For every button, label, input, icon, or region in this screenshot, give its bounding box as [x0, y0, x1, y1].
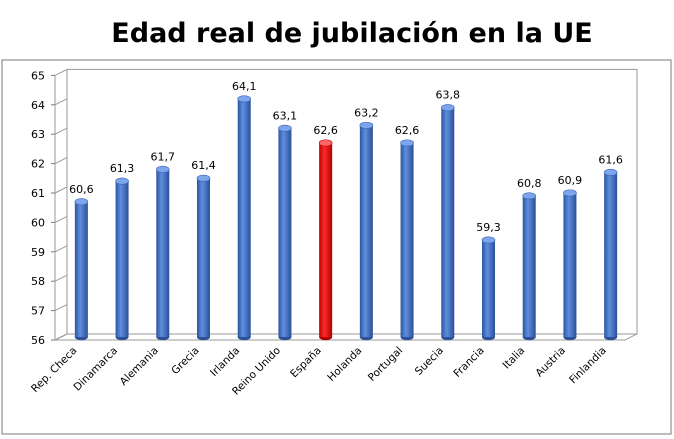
y-depth-line [54, 186, 68, 194]
bar-body [563, 192, 577, 337]
bar [278, 124, 292, 341]
y-depth-line [54, 98, 68, 106]
x-tick-label: Alemania [118, 345, 161, 388]
data-label: 64,1 [232, 80, 257, 93]
bars [74, 95, 618, 341]
bar-body [74, 201, 88, 337]
x-tick-label: Grecia [169, 345, 201, 377]
bar-top [400, 139, 414, 147]
x-tick-label: España [288, 345, 324, 381]
data-label: 63,1 [273, 109, 298, 122]
y-tick-label: 62 [31, 158, 45, 171]
y-tick-label: 56 [31, 334, 45, 347]
bar [237, 95, 252, 341]
data-label: 63,8 [436, 89, 461, 102]
y-tick-label: 58 [31, 275, 45, 288]
bar [563, 189, 577, 341]
bar [481, 236, 496, 341]
bar-body [441, 107, 455, 338]
bar-body [604, 172, 618, 337]
floor [54, 333, 638, 341]
bar-body [115, 181, 129, 337]
x-tick-label: Portugal [366, 345, 405, 384]
bar [359, 121, 374, 341]
x-tick-label: Dinamarca [71, 345, 120, 394]
bar-top [74, 198, 89, 206]
y-tick-label: 63 [31, 128, 45, 141]
y-depth-line [54, 68, 68, 76]
back-wall [66, 68, 638, 335]
y-depth-line [54, 274, 68, 282]
bar-top [115, 177, 129, 185]
bar [155, 165, 170, 341]
data-label: 61,4 [191, 159, 216, 172]
data-label: 60,8 [517, 177, 542, 190]
chart-frame [1, 59, 672, 435]
data-label: 62,6 [395, 124, 420, 137]
y-tick-label: 64 [31, 99, 45, 112]
bar [318, 139, 333, 341]
y-depth-line [54, 245, 68, 253]
bar [400, 139, 414, 341]
bar-body [482, 239, 495, 337]
x-tick-label: Francia [451, 345, 486, 380]
bar-top [196, 174, 211, 182]
bar-body [522, 195, 536, 337]
bar-top [155, 165, 170, 173]
bar [196, 174, 211, 341]
bar-top [278, 124, 292, 132]
bar-top [563, 189, 577, 197]
y-depth-line [54, 304, 68, 312]
y-tick-label: 60 [31, 216, 45, 229]
plot-back-wall [54, 68, 638, 341]
bar-body [319, 142, 333, 337]
bar-top [318, 139, 333, 147]
bar-top [359, 121, 374, 129]
bar [522, 192, 537, 341]
y-tick-label: 57 [31, 305, 45, 318]
x-tick-label: Suecia [413, 345, 446, 378]
data-labels: 60,6 61,3 61,7 61,4 64,1 63,1 62,6 63,2 62,6 63,8… [69, 80, 623, 234]
bar-body [359, 125, 373, 337]
bar-body [400, 142, 414, 337]
data-label: 61,7 [151, 150, 176, 163]
bar-top [440, 104, 455, 112]
bar-body [278, 128, 292, 337]
bar-body [237, 98, 251, 337]
x-tick-label: Finlandia [567, 345, 609, 387]
bar-top [603, 168, 618, 176]
x-tick-label: Italia [501, 345, 528, 372]
bar [603, 168, 618, 341]
bar [74, 198, 89, 341]
y-tick-label: 59 [31, 246, 45, 259]
y-tick-label: 65 [31, 69, 45, 82]
chart-title: Edad real de jubilación en la UE [111, 18, 592, 49]
x-tick-label: Irlanda [208, 345, 242, 379]
y-depth-line [54, 157, 68, 165]
y-tick-label: 61 [31, 187, 45, 200]
bar-top [237, 95, 252, 103]
data-label: 62,6 [313, 124, 338, 137]
x-tick-label: Rep. Checa [29, 345, 79, 395]
bar-top [522, 192, 537, 200]
data-label: 60,9 [558, 174, 583, 187]
bar [440, 104, 455, 341]
bar [115, 177, 129, 341]
bar-body [197, 178, 210, 337]
data-label: 63,2 [354, 106, 379, 119]
data-label: 61,6 [598, 153, 623, 166]
y-axis: 56 57 58 59 60 61 62 63 64 65 [31, 68, 68, 347]
y-depth-line [54, 333, 68, 341]
data-label: 60,6 [69, 183, 94, 196]
y-depth-line [54, 127, 68, 135]
x-tick-label: Austria [533, 345, 568, 380]
data-label: 59,3 [476, 221, 501, 234]
data-label: 61,3 [110, 162, 135, 175]
bar-body [156, 169, 170, 337]
x-tick-label: Holanda [325, 345, 364, 384]
bar-top [481, 236, 496, 244]
y-depth-line [54, 215, 68, 223]
